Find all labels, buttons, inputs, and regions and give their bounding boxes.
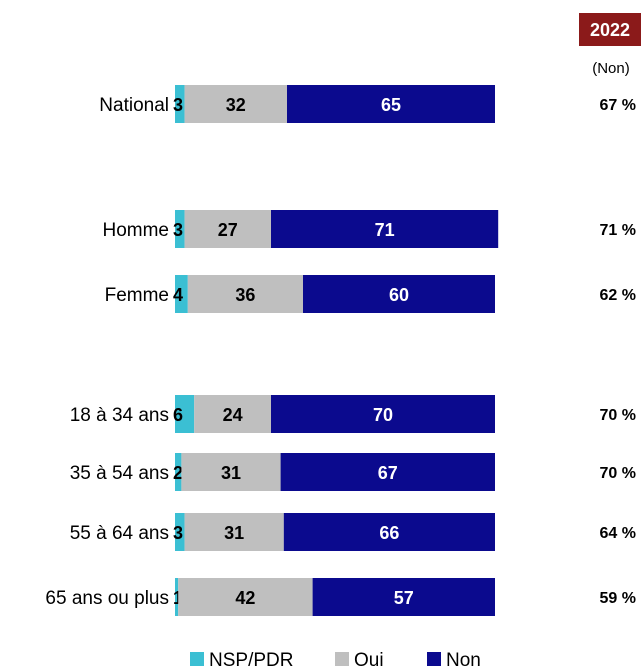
category-label: National	[99, 95, 169, 116]
legend-label: Oui	[354, 650, 384, 670]
data-label: 60	[389, 285, 409, 305]
bars-group: 3 32 65 3 27 71 4 36 60 6 24 70 2 31 67 3 31 66 1 42 57	[173, 85, 499, 616]
data-label: 65	[381, 95, 401, 115]
comparison-subheader: (Non)	[592, 60, 630, 77]
category-labels: National Homme Femme 18 à 34 ans 35 à 54 ans…	[45, 95, 169, 609]
comparison-value: 71 %	[600, 222, 636, 239]
category-label: 65 ans ou plus	[45, 588, 169, 609]
bar-segment-oui	[184, 210, 271, 248]
bar-segment-non	[287, 85, 495, 123]
legend-swatch	[335, 652, 349, 666]
bar-segment-oui	[178, 578, 313, 616]
data-label: 1	[173, 588, 183, 608]
category-label: 35 à 54 ans	[70, 463, 169, 484]
data-label: 36	[235, 285, 255, 305]
data-label: 71	[375, 220, 395, 240]
bar-segment-non	[271, 395, 495, 433]
data-label: 31	[221, 463, 241, 483]
bar-segment-non	[280, 453, 495, 491]
comparison-value: 64 %	[600, 525, 636, 542]
data-label: 57	[394, 588, 414, 608]
comparison-value: 59 %	[600, 590, 636, 607]
legend-label: Non	[446, 650, 481, 670]
data-label: 66	[379, 523, 399, 543]
year-header: 2022	[590, 20, 630, 40]
bar-segment-oui	[194, 395, 271, 433]
bar-segment-non	[312, 578, 495, 616]
data-label: 42	[235, 588, 255, 608]
bar-segment-nsp-pdr	[175, 275, 188, 313]
bar-segment-nsp-pdr	[175, 513, 185, 551]
bar-segment-nsp-pdr	[175, 578, 179, 616]
legend-swatch	[427, 652, 441, 666]
legend-label: NSP/PDR	[209, 650, 293, 670]
comparison-value: 70 %	[600, 465, 636, 482]
data-label: 3	[173, 220, 183, 240]
bar-segment-non	[303, 275, 495, 313]
data-label: 2	[173, 463, 183, 483]
category-label: Femme	[105, 285, 169, 306]
bar-segment-nsp-pdr	[175, 395, 195, 433]
category-label: 55 à 64 ans	[70, 523, 169, 544]
data-label: 31	[224, 523, 244, 543]
bar-segment-nsp-pdr	[175, 453, 182, 491]
legend: NSP/PDR Oui Non	[190, 650, 481, 670]
data-label: 70	[373, 405, 393, 425]
bar-segment-oui	[184, 85, 287, 123]
bar-segment-oui	[187, 275, 303, 313]
bar-segment-nsp-pdr	[175, 210, 185, 248]
comparison-value: 62 %	[600, 287, 636, 304]
data-label: 6	[173, 405, 183, 425]
bar-segment-non	[283, 513, 495, 551]
data-label: 4	[173, 285, 183, 305]
year-header-box	[579, 13, 641, 46]
data-label: 3	[173, 523, 183, 543]
category-label: 18 à 34 ans	[70, 405, 169, 426]
comparison-value: 70 %	[600, 407, 636, 424]
bar-segment-oui	[181, 453, 281, 491]
data-label: 3	[173, 95, 183, 115]
comparison-value: 67 %	[600, 97, 636, 114]
bar-segment-oui	[184, 513, 284, 551]
data-label: 27	[218, 220, 238, 240]
legend-swatch	[190, 652, 204, 666]
bar-segment-nsp-pdr	[175, 85, 185, 123]
data-label: 24	[223, 405, 243, 425]
category-label: Homme	[102, 220, 169, 241]
data-label: 32	[226, 95, 246, 115]
bar-segment-non	[271, 210, 499, 248]
comparison-column: 67 % 71 % 62 % 70 % 70 % 64 % 59 % 2022 (Non)	[579, 13, 641, 607]
data-label: 67	[378, 463, 398, 483]
